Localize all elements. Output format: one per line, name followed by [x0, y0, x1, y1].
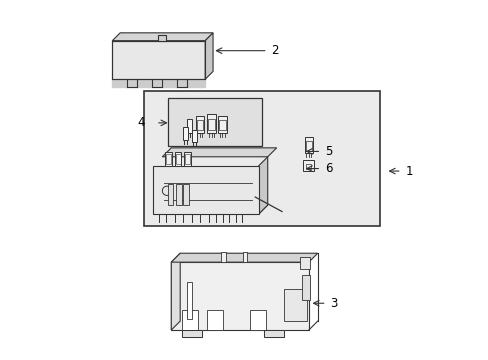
Text: 3: 3	[329, 297, 337, 310]
Bar	[153, 166, 258, 214]
Bar	[242, 252, 246, 262]
Bar	[219, 120, 225, 130]
Polygon shape	[182, 330, 201, 337]
Bar	[175, 152, 181, 166]
Bar	[302, 275, 309, 300]
Bar	[304, 137, 312, 153]
Bar	[187, 282, 192, 319]
Bar	[303, 160, 313, 171]
Bar	[182, 310, 198, 330]
Bar	[305, 141, 311, 151]
Bar	[176, 184, 181, 205]
Polygon shape	[264, 330, 283, 337]
Polygon shape	[162, 148, 276, 157]
Polygon shape	[171, 253, 180, 330]
Bar	[183, 127, 187, 140]
Polygon shape	[205, 33, 213, 79]
Bar	[186, 120, 191, 133]
Polygon shape	[112, 33, 213, 41]
Bar	[196, 120, 203, 130]
Bar	[165, 152, 171, 166]
Bar	[184, 152, 190, 166]
Bar	[158, 35, 165, 41]
Text: 5: 5	[324, 145, 331, 158]
Polygon shape	[171, 253, 317, 262]
Text: 2: 2	[271, 44, 278, 57]
Bar	[264, 330, 283, 337]
Bar	[283, 289, 306, 321]
Text: 4: 4	[137, 116, 144, 129]
Text: 1: 1	[405, 165, 412, 177]
Bar	[185, 154, 190, 164]
Bar	[171, 262, 308, 330]
Bar	[218, 116, 226, 133]
Bar	[207, 119, 215, 130]
Bar	[221, 252, 225, 262]
Bar	[206, 114, 216, 133]
Bar	[305, 163, 311, 169]
Bar	[167, 98, 262, 146]
Polygon shape	[258, 157, 267, 214]
Bar	[167, 184, 173, 205]
Bar	[175, 154, 180, 164]
Text: 6: 6	[324, 162, 332, 175]
Polygon shape	[153, 205, 267, 214]
Bar	[183, 184, 188, 205]
Bar	[182, 330, 201, 337]
Bar	[299, 257, 309, 269]
Bar	[144, 91, 380, 226]
Polygon shape	[112, 79, 205, 87]
Bar	[195, 116, 203, 133]
Bar	[249, 310, 265, 330]
Bar	[112, 41, 205, 79]
Bar	[206, 310, 223, 330]
Bar	[192, 130, 197, 143]
Bar	[165, 154, 171, 164]
